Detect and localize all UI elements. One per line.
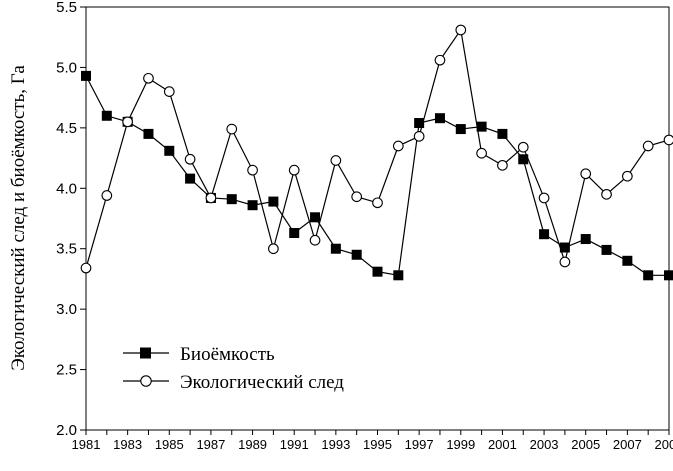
data-point-circle — [580, 168, 592, 180]
x-tick-label: 2007 — [613, 437, 642, 452]
x-tick-label: 2001 — [488, 437, 517, 452]
data-point-square — [289, 228, 300, 239]
data-point-circle — [351, 191, 363, 203]
x-tick-label: 1981 — [72, 437, 101, 452]
x-tick-label: 2003 — [530, 437, 559, 452]
data-point-circle — [622, 170, 633, 182]
data-point-square — [643, 270, 654, 281]
x-axis: 1981 1983 1985 1987 1989 1991 1993 1995 1997 1999… — [72, 430, 673, 452]
data-point-square — [601, 244, 612, 255]
data-point-circle — [163, 86, 175, 97]
y-tick-label: 2.0 — [56, 422, 77, 439]
data-point-square — [164, 145, 175, 156]
x-tick-label: 2005 — [571, 437, 600, 452]
data-point-square — [143, 128, 154, 139]
legend-label-bioemkost: Биоёмкость — [180, 344, 275, 365]
data-point-square — [414, 118, 425, 129]
x-tick-label: 1983 — [113, 437, 142, 452]
data-point-circle — [205, 192, 217, 204]
x-tick-label: 1997 — [405, 437, 434, 452]
data-point-square — [185, 173, 196, 184]
data-point-circle — [226, 123, 238, 135]
data-point-square — [622, 255, 633, 266]
y-tick-label: 4.5 — [56, 120, 77, 137]
data-point-square — [268, 196, 279, 207]
data-point-circle — [413, 130, 425, 142]
x-tick-label: 1991 — [280, 437, 309, 452]
legend-label-ecofootprint: Экологический след — [180, 372, 344, 393]
data-point-square — [372, 266, 383, 277]
data-point-circle — [372, 197, 383, 209]
x-tick-label: 1987 — [196, 437, 225, 452]
data-point-circle — [497, 159, 508, 171]
y-tick-label: 5.5 — [56, 0, 77, 16]
data-point-square — [539, 229, 550, 240]
x-tick-label: 1989 — [238, 437, 267, 452]
data-point-square — [310, 212, 321, 223]
x-tick-label: 2009 — [655, 437, 673, 452]
data-point-square — [476, 121, 487, 132]
data-point-circle — [122, 116, 133, 128]
data-point-circle — [455, 24, 467, 36]
data-point-circle — [80, 262, 92, 274]
legend-marker-bioemkost — [140, 347, 151, 359]
data-point-circle — [642, 140, 654, 152]
data-point-circle — [517, 141, 529, 153]
data-point-circle — [392, 140, 404, 152]
data-point-circle — [309, 234, 321, 246]
data-point-square — [393, 270, 404, 281]
data-point-square — [455, 124, 466, 135]
data-point-square — [497, 128, 508, 139]
data-point-circle — [268, 243, 279, 255]
data-point-circle — [184, 153, 196, 165]
y-tick-label: 3.0 — [56, 301, 77, 318]
data-point-square — [330, 243, 341, 254]
x-tick-label: 1993 — [321, 437, 350, 452]
y-axis: 2.0 2.5 3.0 3.5 4.0 4.5 5.0 5.5 — [56, 0, 86, 439]
data-point-circle — [101, 190, 113, 201]
data-point-square — [664, 270, 673, 281]
data-point-square — [226, 194, 237, 205]
legend: Биоёмкость Экологический след — [123, 344, 344, 393]
x-tick-label: 1999 — [446, 437, 475, 452]
y-tick-label: 4.0 — [56, 180, 77, 197]
series-layer — [80, 24, 673, 281]
y-tick-label: 5.0 — [56, 59, 77, 76]
data-point-circle — [559, 256, 571, 268]
data-point-circle — [330, 155, 342, 166]
y-axis-label: Экологический след и биоёмкость, Га — [8, 65, 29, 371]
data-point-square — [559, 242, 570, 253]
data-point-circle — [247, 164, 258, 176]
data-point-square — [101, 110, 112, 121]
data-point-square — [518, 154, 529, 165]
x-tick-label: 1985 — [155, 437, 184, 452]
x-tick-label: 1995 — [363, 437, 392, 452]
data-point-circle — [476, 147, 487, 159]
data-point-square — [81, 70, 91, 81]
data-point-circle — [601, 188, 612, 200]
data-point-circle — [538, 192, 550, 204]
data-point-square — [434, 113, 445, 124]
data-point-square — [580, 234, 591, 245]
y-tick-label: 3.5 — [56, 241, 77, 258]
data-point-circle — [434, 54, 446, 66]
y-tick-label: 2.5 — [56, 362, 77, 379]
legend-marker-ecofootprint — [140, 375, 152, 387]
data-point-circle — [663, 134, 673, 146]
plot-frame — [85, 6, 670, 431]
data-point-circle — [143, 72, 154, 84]
data-point-square — [247, 200, 258, 211]
data-point-square — [351, 249, 362, 260]
data-point-circle — [288, 164, 300, 176]
